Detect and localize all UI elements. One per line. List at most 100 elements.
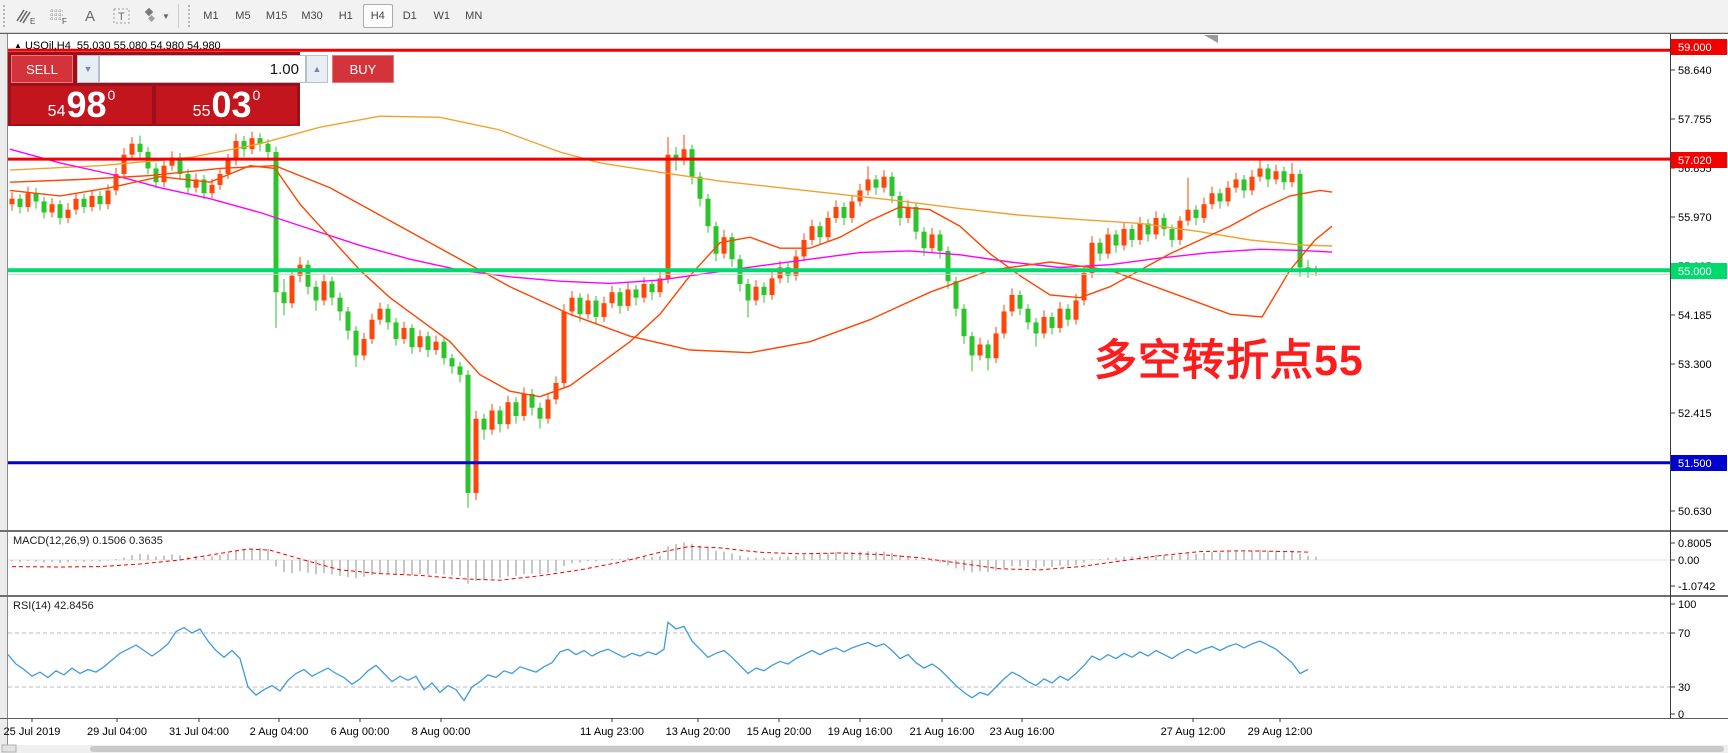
candle-body [201, 179, 207, 194]
toolbar-drag-handle-2[interactable] [187, 5, 195, 27]
scrollbar-left-button[interactable] [1, 744, 17, 753]
candle-body [1193, 209, 1199, 218]
rsi-tick-label: 0 [1678, 709, 1684, 721]
candle-body [305, 264, 311, 287]
timeframe-button-w1[interactable]: W1 [433, 10, 450, 22]
chart-area[interactable]: 58.64057.75556.85555.97055.08554.18553.3… [0, 33, 1728, 753]
candle-body [265, 143, 271, 152]
svg-text:F: F [62, 17, 67, 25]
timeframe-button-m15[interactable]: M15 [265, 10, 288, 22]
time-tick-label: 31 Jul 04:00 [169, 726, 229, 738]
candle-body [81, 198, 87, 207]
buy-price-whole: 55 [192, 103, 211, 120]
candle-body [369, 319, 375, 339]
timeframe-button-d1[interactable]: D1 [402, 10, 417, 22]
volume-input[interactable] [99, 55, 306, 83]
text-box-icon[interactable]: T [107, 3, 137, 29]
candle-body [1001, 311, 1007, 334]
candle-body [601, 303, 607, 317]
timeframe-button-h1[interactable]: H1 [338, 10, 353, 22]
candle-body [57, 204, 63, 218]
candle-body [681, 149, 687, 161]
timeframe-button-m1[interactable]: M1 [203, 10, 219, 22]
candle-body [169, 157, 175, 166]
macd-tick-label: 0.8005 [1678, 538, 1712, 550]
scrollbar-thumb[interactable] [90, 746, 1724, 752]
candle-body [193, 179, 199, 188]
volume-increase-button[interactable]: ▲ [306, 55, 328, 83]
candle-body [625, 289, 631, 306]
candle-body [97, 195, 103, 205]
candle-body [177, 157, 183, 174]
candle-body [673, 154, 679, 161]
candle-body [793, 256, 799, 276]
timeframe-button-mn[interactable]: MN [465, 10, 483, 22]
ma-gold-line [9, 115, 1333, 247]
objects-arrange-icon[interactable]: ▼ [139, 3, 171, 29]
indicators-icon[interactable]: E [11, 3, 41, 29]
grid-icon[interactable]: F [43, 3, 73, 29]
candle-body [1073, 300, 1079, 320]
candle-body [641, 283, 647, 298]
price-tick-label: 53.300 [1678, 359, 1712, 371]
sell-button[interactable]: SELL [11, 55, 73, 83]
candle-body [129, 143, 135, 155]
ma-slow-line [9, 164, 1333, 354]
text-box-icon-glyph: T [113, 8, 130, 24]
candle-body [593, 300, 599, 317]
candle-body [809, 226, 815, 240]
sell-price-point: 0 [107, 87, 116, 103]
time-tick-label: 23 Aug 16:00 [990, 726, 1055, 738]
time-tick-label: 15 Aug 20:00 [747, 726, 812, 738]
rsi-tick-label: 100 [1678, 599, 1696, 611]
buy-button[interactable]: BUY [332, 55, 394, 83]
rsi-tick-label: 70 [1678, 628, 1690, 640]
candle-body [1265, 168, 1271, 180]
candle-body [1241, 179, 1247, 191]
macd-tick-label: 0.00 [1678, 555, 1699, 567]
candle-body [585, 300, 591, 315]
main-macd-divider [0, 530, 1728, 532]
candle-body [289, 275, 295, 304]
candle-body [1017, 294, 1023, 309]
candle-body [1033, 322, 1039, 334]
chart-canvas: 58.64057.75556.85555.97055.08554.18553.3… [0, 33, 1728, 753]
candle-body [425, 336, 431, 350]
candle-body [569, 297, 575, 312]
timeframe-button-m30[interactable]: M30 [301, 10, 323, 22]
candle-body [513, 402, 519, 416]
time-tick-label: 27 Aug 12:00 [1161, 726, 1226, 738]
candle-body [329, 281, 335, 298]
candle-body [1289, 173, 1295, 183]
candle-body [185, 173, 191, 188]
buy-price-display[interactable]: 55 03 0 [156, 86, 297, 124]
toolbar: E F A T ▼ [0, 0, 1728, 33]
price-tick-label: 58.640 [1678, 65, 1712, 77]
candle-body [769, 278, 775, 295]
candle-body [1209, 193, 1215, 205]
price-tick-label: 57.755 [1678, 114, 1712, 126]
candle-body [745, 283, 751, 301]
sell-price-display[interactable]: 54 98 0 [11, 86, 152, 124]
timeframe-button-h4[interactable]: H4 [362, 4, 393, 28]
chart-annotation-text: 多空转折点55 [1094, 337, 1364, 385]
candle-body [209, 184, 215, 194]
candle-body [913, 206, 919, 232]
timeframe-button-m5[interactable]: M5 [235, 10, 251, 22]
sell-price-whole: 54 [47, 103, 66, 120]
label-a-icon[interactable]: A [84, 7, 95, 25]
candle-body [113, 173, 119, 191]
candle-body [1097, 242, 1103, 254]
candle-body [345, 311, 351, 331]
price-badge [1671, 263, 1727, 279]
candle-body [921, 231, 927, 249]
candle-body [841, 206, 847, 218]
candle-body [705, 198, 711, 227]
candle-body [1217, 193, 1223, 202]
candle-body [1129, 228, 1135, 240]
candle-body [849, 201, 855, 218]
toolbar-drag-handle[interactable] [3, 5, 10, 27]
candle-body [985, 344, 991, 359]
price-tick-label: 52.415 [1678, 408, 1712, 420]
volume-decrease-button[interactable]: ▼ [77, 55, 99, 83]
